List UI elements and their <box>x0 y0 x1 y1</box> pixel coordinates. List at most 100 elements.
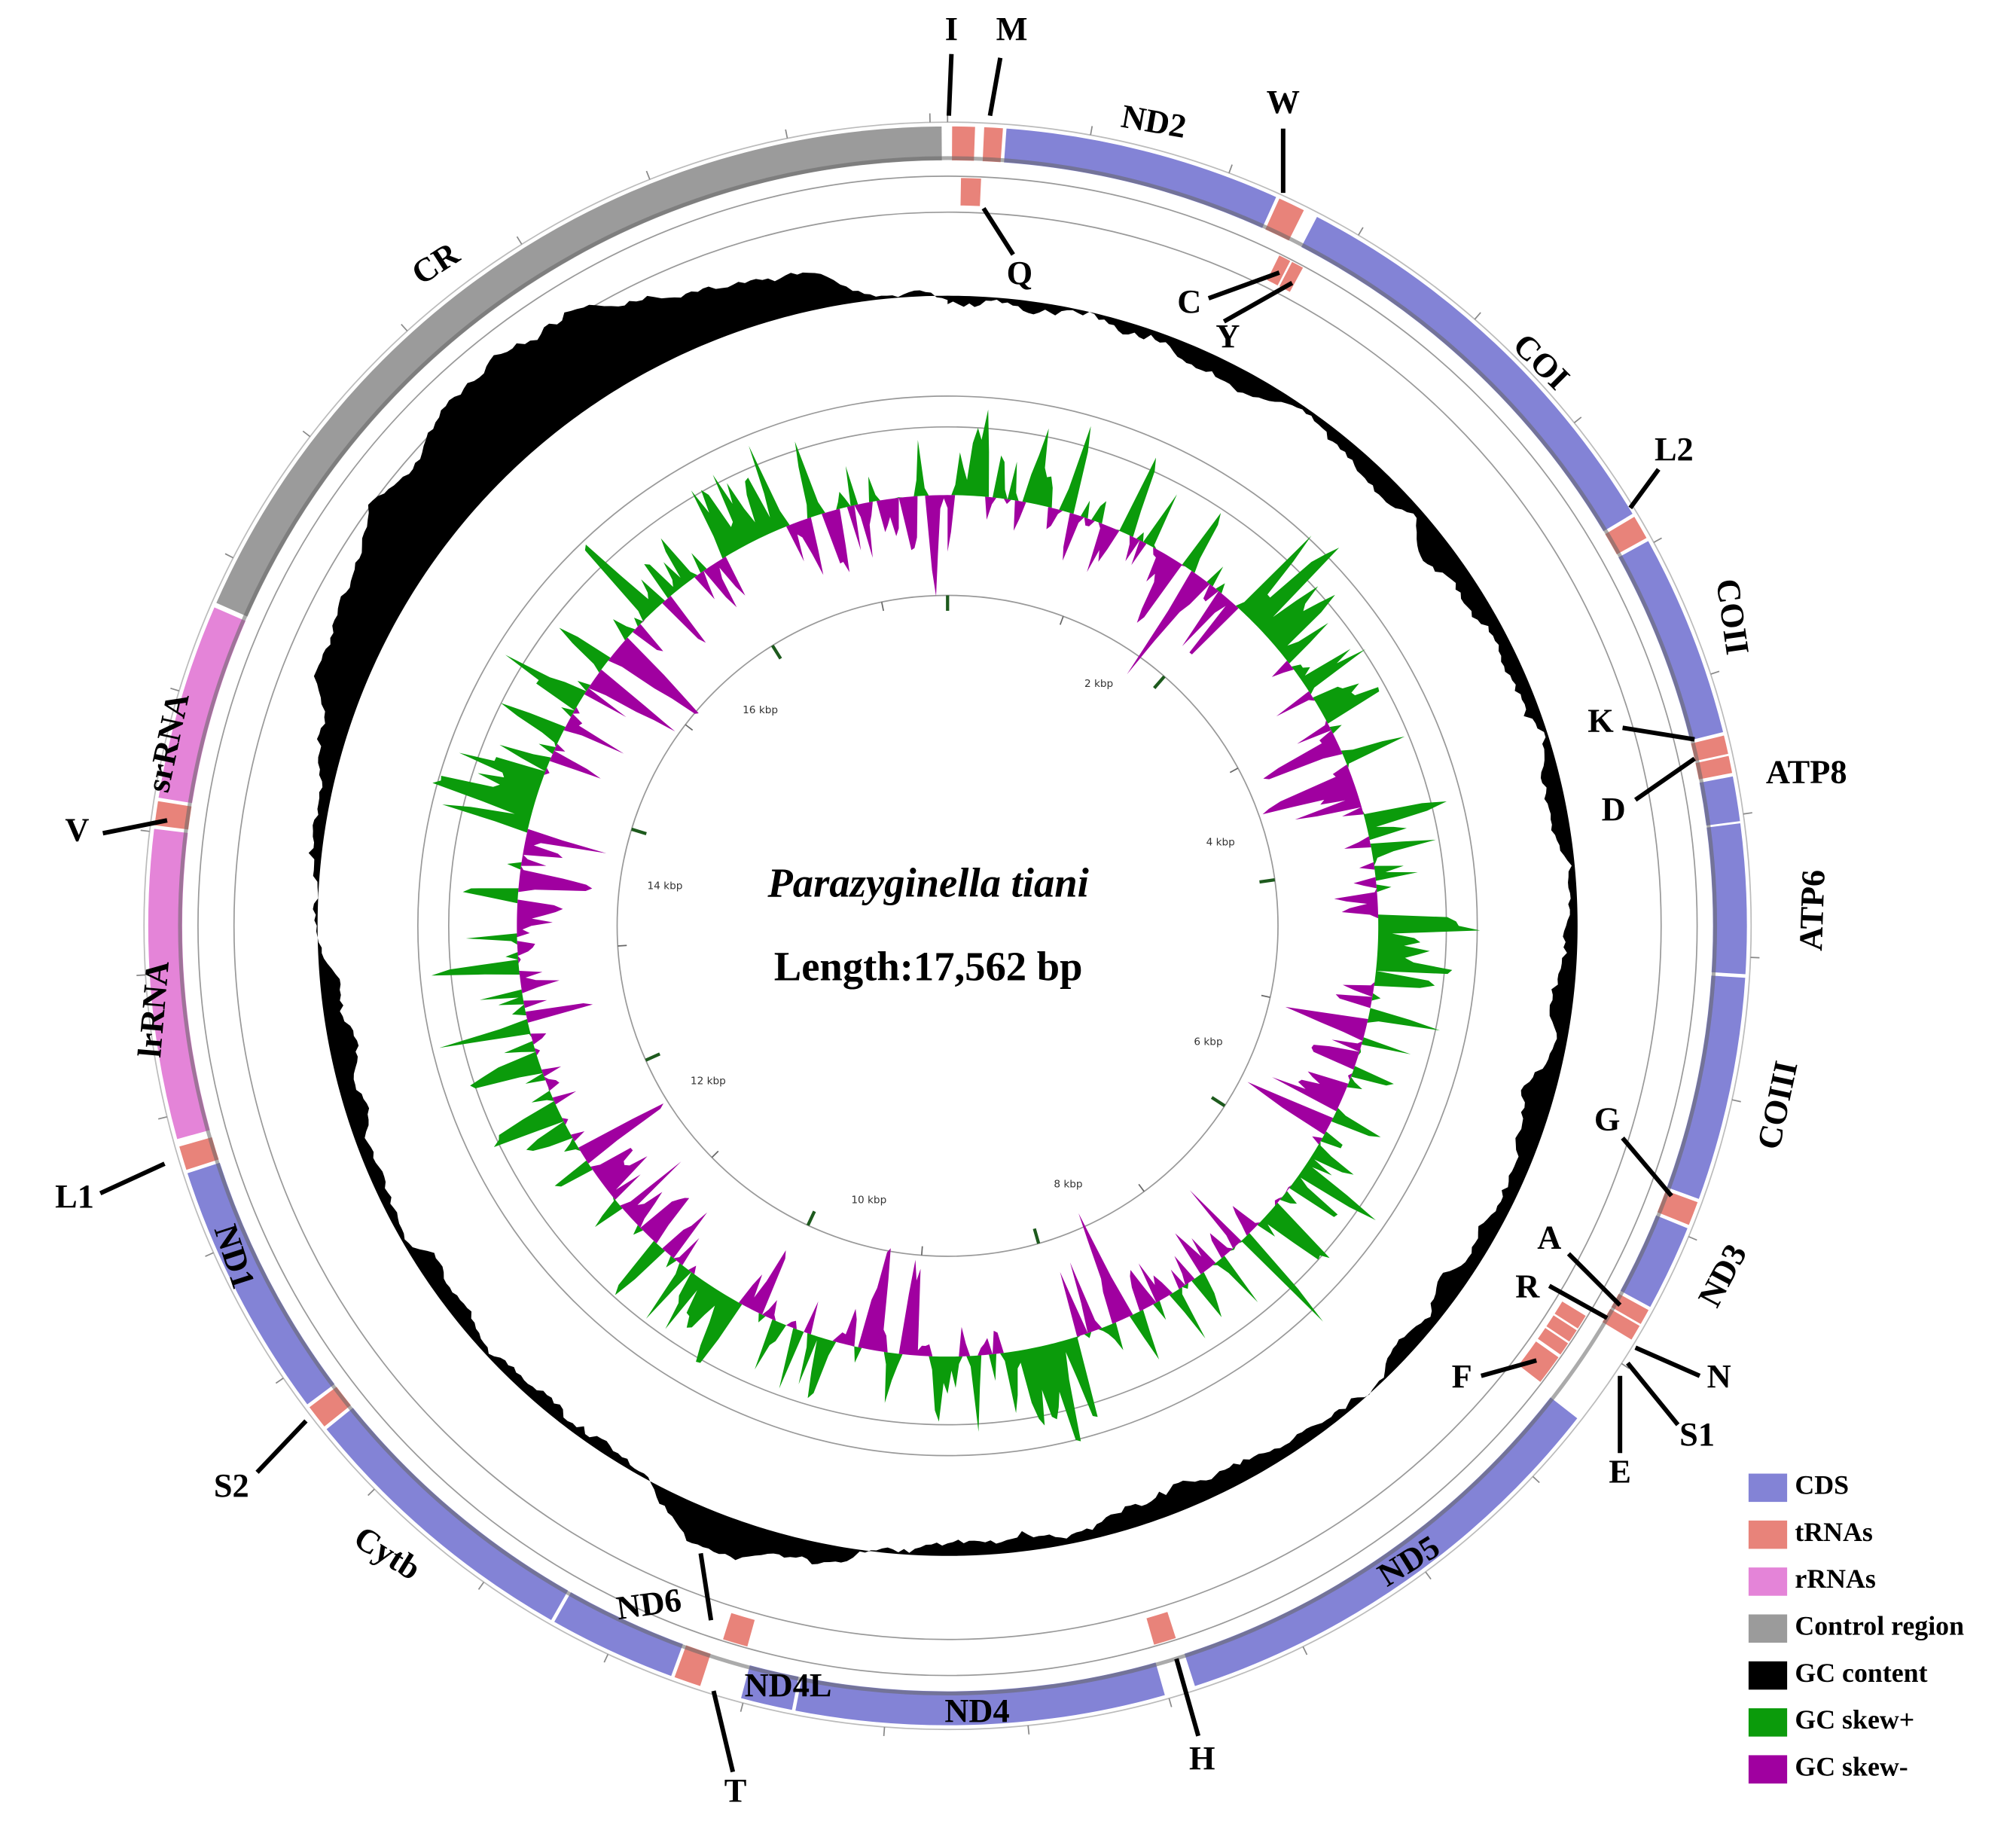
major-tick <box>631 827 647 835</box>
ring-outline <box>616 594 1279 1257</box>
legend-label: Control region <box>1795 1610 1964 1640</box>
gene-arc <box>1300 215 1634 532</box>
gene-arc <box>1145 1610 1177 1646</box>
gene-arc <box>1601 1308 1641 1341</box>
gene-label: T <box>724 1771 747 1809</box>
legend-label: tRNAs <box>1795 1517 1873 1547</box>
ring-tick <box>645 170 651 180</box>
minor-tick <box>618 944 627 947</box>
legend-label: rRNAs <box>1795 1564 1876 1594</box>
legend-swatch <box>1748 1520 1788 1549</box>
ring-tick <box>883 1726 886 1736</box>
ring-tick <box>224 553 234 559</box>
ring-tick <box>740 1702 744 1712</box>
gene-arc <box>215 125 943 618</box>
gene-label: S1 <box>1679 1415 1715 1453</box>
gene-label: N <box>1707 1357 1731 1395</box>
gene-label: I <box>945 10 958 47</box>
gene-arc <box>1656 1189 1699 1226</box>
gene-label: lrRNA <box>130 960 176 1059</box>
gene-arc <box>1545 1314 1578 1343</box>
gene-label: L2 <box>1655 430 1694 468</box>
ring-tick <box>1358 227 1364 236</box>
gene-label: ND4 <box>944 1692 1009 1729</box>
gene-arc <box>1666 975 1746 1201</box>
kbp-label: 8 kbp <box>1054 1179 1082 1191</box>
ring-shadow <box>178 156 1718 1696</box>
gene-label: COIII <box>1749 1057 1805 1152</box>
gene-label: L1 <box>55 1177 94 1215</box>
gene-arc <box>553 1591 685 1677</box>
kbp-label: 10 kbp <box>851 1195 886 1207</box>
gene-label: COII <box>1709 576 1757 657</box>
kbp-label: 4 kbp <box>1206 836 1235 848</box>
gene-label: ATP8 <box>1766 753 1847 791</box>
gc-skew-positive <box>431 409 1481 1442</box>
legend-swatch <box>1748 1755 1788 1784</box>
leader-lines <box>99 53 1701 1773</box>
ring-tick <box>1532 1475 1540 1484</box>
legend-swatch <box>1748 1708 1788 1737</box>
ring-tick <box>1474 312 1481 320</box>
ring-tick <box>368 1488 375 1497</box>
ring-outline <box>197 175 1698 1677</box>
gene-arc <box>325 1406 569 1622</box>
gene-label: F <box>1452 1357 1472 1395</box>
gene-label: ND6 <box>614 1581 683 1628</box>
kbp-label: 12 kbp <box>691 1076 726 1088</box>
minor-tick <box>685 724 694 731</box>
minor-tick <box>920 1246 923 1256</box>
legend-label: CDS <box>1795 1470 1849 1500</box>
gene-arc <box>1553 1300 1587 1330</box>
genome-length: Length:17,562 bp <box>774 944 1083 990</box>
gene-label: CR <box>404 233 466 291</box>
gene-arc <box>951 125 976 162</box>
gene-label: R <box>1515 1268 1540 1305</box>
gene-arc <box>157 606 247 804</box>
ring-tick <box>275 1378 284 1384</box>
minor-tick <box>1229 767 1239 774</box>
ring-tick <box>1090 126 1093 136</box>
ring-tick <box>1302 1646 1308 1655</box>
gene-arc <box>147 828 212 1140</box>
gene-arc <box>178 1136 220 1171</box>
major-tick <box>770 645 782 660</box>
ring-tick <box>785 129 788 139</box>
kbp-label: 16 kbp <box>743 704 778 716</box>
ring-tick <box>1731 1099 1741 1103</box>
major-tick <box>1259 878 1276 884</box>
gene-arc <box>721 1612 756 1648</box>
ring-tick <box>1027 1725 1030 1735</box>
ring-tick <box>302 430 311 438</box>
gene-label: ND1 <box>207 1219 263 1293</box>
gc-skew-negative <box>517 495 1379 1357</box>
ring-tick <box>1573 417 1582 424</box>
kbp-label: 14 kbp <box>647 880 682 892</box>
major-tick <box>1210 1096 1226 1107</box>
legend-label: GC skew- <box>1795 1751 1908 1781</box>
legend-swatch <box>1748 1614 1788 1643</box>
gene-label: S2 <box>214 1466 249 1504</box>
gene-label: A <box>1537 1219 1561 1256</box>
gene-arc <box>981 126 1004 163</box>
major-tick <box>806 1210 816 1226</box>
ring-tick <box>1688 1236 1697 1241</box>
gene-arc <box>673 1644 712 1687</box>
ring-tick <box>1653 537 1662 543</box>
gene-label: G <box>1594 1100 1621 1138</box>
ring-tick <box>1168 1698 1173 1707</box>
ring-tick <box>1621 1362 1630 1369</box>
legend-swatch <box>1748 1473 1788 1503</box>
ring-tick <box>1228 164 1233 174</box>
kbp-label: 2 kbp <box>1084 678 1113 690</box>
ring-tick <box>477 1582 485 1590</box>
gene-arc <box>1266 254 1292 287</box>
gene-arc <box>186 1161 336 1406</box>
ring-tick <box>1425 1571 1432 1580</box>
gene-arc <box>1619 1214 1689 1308</box>
legend-swatch <box>1748 1567 1788 1596</box>
ring-tick <box>170 687 180 692</box>
gene-arc <box>1694 755 1734 781</box>
gene-label: E <box>1609 1452 1631 1490</box>
